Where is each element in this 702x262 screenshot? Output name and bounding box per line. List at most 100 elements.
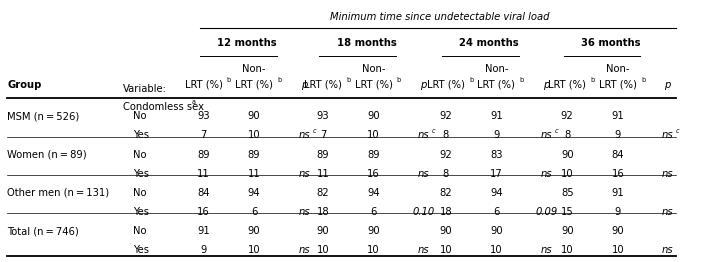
Text: MSM (n = 526): MSM (n = 526)	[7, 111, 79, 121]
Text: 83: 83	[490, 150, 503, 160]
Text: Women (n = 89): Women (n = 89)	[7, 150, 86, 160]
Text: b: b	[346, 77, 350, 83]
Text: No: No	[133, 226, 147, 236]
Text: Yes: Yes	[133, 130, 150, 140]
Text: ns: ns	[662, 245, 673, 255]
Text: 10: 10	[317, 245, 329, 255]
Text: No: No	[133, 111, 147, 121]
Text: 91: 91	[197, 226, 210, 236]
Text: Non-: Non-	[362, 64, 385, 74]
Text: 94: 94	[248, 188, 260, 198]
Text: 17: 17	[490, 169, 503, 179]
Text: p: p	[543, 80, 550, 90]
Text: ns: ns	[298, 207, 310, 217]
Text: ns: ns	[541, 130, 552, 140]
Text: p: p	[300, 80, 307, 90]
Text: Yes: Yes	[133, 169, 150, 179]
Text: Yes: Yes	[133, 207, 150, 217]
Text: 11: 11	[317, 169, 329, 179]
Text: b: b	[469, 77, 473, 83]
Text: 7: 7	[200, 130, 207, 140]
Text: 15: 15	[561, 207, 574, 217]
Text: p: p	[664, 80, 671, 90]
Text: b: b	[227, 77, 231, 83]
Text: LRT (%): LRT (%)	[477, 80, 515, 90]
Text: ns: ns	[418, 169, 429, 179]
Text: ns: ns	[541, 169, 552, 179]
Text: 92: 92	[439, 150, 452, 160]
Text: 0.09: 0.09	[535, 207, 557, 217]
Text: 11: 11	[248, 169, 260, 179]
Text: 90: 90	[317, 226, 329, 236]
Text: 85: 85	[561, 188, 574, 198]
Text: 10: 10	[248, 245, 260, 255]
Text: c: c	[555, 128, 558, 134]
Text: Non-: Non-	[606, 64, 630, 74]
Text: 8: 8	[443, 169, 449, 179]
Text: 10: 10	[490, 245, 503, 255]
Text: Total (n = 746): Total (n = 746)	[7, 226, 79, 236]
Text: b: b	[277, 77, 282, 83]
Text: 84: 84	[611, 150, 624, 160]
Text: 91: 91	[611, 188, 624, 198]
Text: 18: 18	[317, 207, 329, 217]
Text: c: c	[312, 128, 316, 134]
Text: LRT (%): LRT (%)	[185, 80, 223, 90]
Text: LRT (%): LRT (%)	[599, 80, 637, 90]
Text: 90: 90	[561, 226, 574, 236]
Text: LRT (%): LRT (%)	[355, 80, 392, 90]
Text: 6: 6	[493, 207, 500, 217]
Text: 84: 84	[197, 188, 210, 198]
Text: c: c	[432, 128, 435, 134]
Text: 6: 6	[370, 207, 377, 217]
Text: Group: Group	[7, 80, 41, 90]
Text: Condomless sex: Condomless sex	[123, 102, 204, 112]
Text: b: b	[641, 77, 645, 83]
Text: ns: ns	[662, 169, 673, 179]
Text: LRT (%): LRT (%)	[548, 80, 586, 90]
Text: ns: ns	[418, 130, 429, 140]
Text: Non-: Non-	[484, 64, 508, 74]
Text: 16: 16	[367, 169, 380, 179]
Text: 82: 82	[317, 188, 329, 198]
Text: b: b	[397, 77, 401, 83]
Text: 24 months: 24 months	[460, 38, 519, 48]
Text: Other men (n = 131): Other men (n = 131)	[7, 188, 109, 198]
Text: p: p	[420, 80, 427, 90]
Text: ns: ns	[298, 245, 310, 255]
Text: 91: 91	[490, 111, 503, 121]
Text: 10: 10	[611, 245, 624, 255]
Text: Variable:: Variable:	[123, 84, 167, 94]
Text: 89: 89	[248, 150, 260, 160]
Text: No: No	[133, 188, 147, 198]
Text: ns: ns	[298, 130, 310, 140]
Text: 8: 8	[443, 130, 449, 140]
Text: ns: ns	[418, 245, 429, 255]
Text: 89: 89	[197, 150, 210, 160]
Text: 18: 18	[439, 207, 452, 217]
Text: 94: 94	[490, 188, 503, 198]
Text: 8: 8	[564, 130, 570, 140]
Text: Minimum time since undetectable viral load: Minimum time since undetectable viral lo…	[330, 12, 550, 22]
Text: LRT (%): LRT (%)	[235, 80, 273, 90]
Text: b: b	[590, 77, 595, 83]
Text: 6: 6	[251, 207, 258, 217]
Text: Yes: Yes	[133, 245, 150, 255]
Text: 10: 10	[439, 245, 452, 255]
Text: 10: 10	[367, 245, 380, 255]
Text: 7: 7	[319, 130, 326, 140]
Text: 9: 9	[614, 207, 621, 217]
Text: 90: 90	[439, 226, 452, 236]
Text: 90: 90	[367, 111, 380, 121]
Text: ns: ns	[662, 207, 673, 217]
Text: Non-: Non-	[242, 64, 266, 74]
Text: 10: 10	[367, 130, 380, 140]
Text: 89: 89	[317, 150, 329, 160]
Text: LRT (%): LRT (%)	[427, 80, 465, 90]
Text: 90: 90	[248, 111, 260, 121]
Text: 93: 93	[197, 111, 210, 121]
Text: 92: 92	[439, 111, 452, 121]
Text: 90: 90	[248, 226, 260, 236]
Text: 11: 11	[197, 169, 210, 179]
Text: 90: 90	[367, 226, 380, 236]
